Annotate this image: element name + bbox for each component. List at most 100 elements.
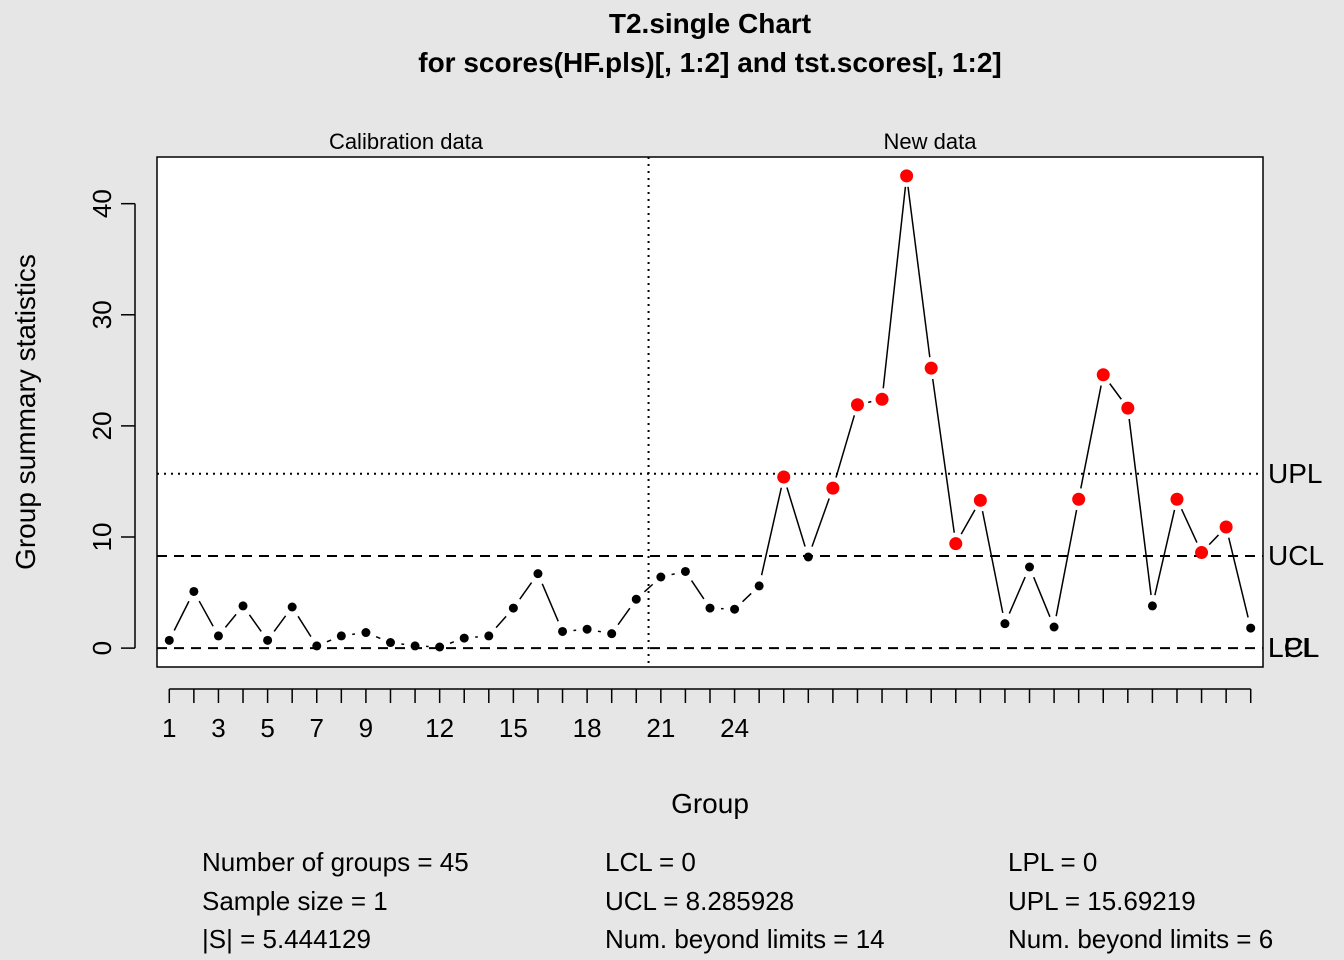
x-tick-label: 7 bbox=[310, 713, 324, 743]
x-tick-label: 24 bbox=[720, 713, 749, 743]
data-point bbox=[263, 635, 273, 645]
stat-lpl: LPL = 0 bbox=[1008, 847, 1097, 877]
stat-beyond-prediction-limits: Num. beyond limits = 6 bbox=[1008, 924, 1273, 954]
data-point bbox=[410, 641, 420, 651]
data-point bbox=[803, 552, 813, 562]
data-point-violation bbox=[826, 481, 840, 495]
y-tick-label: 20 bbox=[87, 411, 117, 440]
data-point bbox=[1049, 622, 1059, 632]
x-axis-label: Group bbox=[671, 788, 749, 819]
chart-subtitle: for scores(HF.pls)[, 1:2] and tst.scores… bbox=[418, 47, 1001, 78]
data-point bbox=[459, 633, 469, 643]
x-tick-label: 21 bbox=[646, 713, 675, 743]
data-point-violation bbox=[1195, 546, 1209, 560]
series-segment bbox=[1228, 537, 1249, 618]
data-point-violation bbox=[777, 470, 791, 484]
series-segment bbox=[173, 600, 190, 631]
stats-block: Number of groups = 45 Sample size = 1 |S… bbox=[202, 847, 1273, 954]
data-point-violation bbox=[900, 169, 914, 183]
stat-upl: UPL = 15.69219 bbox=[1008, 886, 1196, 916]
data-point bbox=[533, 569, 543, 579]
series-segment bbox=[495, 615, 507, 629]
data-point-violation bbox=[924, 361, 938, 375]
series-segment bbox=[297, 615, 312, 637]
data-point bbox=[287, 602, 297, 612]
section-label-new: New data bbox=[884, 129, 978, 154]
data-point-violation bbox=[1219, 520, 1233, 534]
x-tick-label: 9 bbox=[359, 713, 373, 743]
stat-sample-size: Sample size = 1 bbox=[202, 886, 388, 916]
x-tick-label: 5 bbox=[260, 713, 274, 743]
data-point-violation bbox=[1096, 368, 1110, 382]
series-segment bbox=[690, 580, 705, 600]
y-tick-label: 40 bbox=[87, 189, 117, 218]
limit-label-upl: UPL bbox=[1268, 458, 1322, 489]
data-point bbox=[730, 604, 740, 614]
series-segment bbox=[1055, 509, 1078, 617]
series-segment bbox=[1128, 418, 1152, 596]
data-point bbox=[361, 628, 371, 638]
series-segment bbox=[375, 636, 381, 640]
data-point bbox=[312, 641, 322, 651]
stat-ucl: UCL = 8.285928 bbox=[605, 886, 794, 916]
series-segment bbox=[811, 498, 830, 547]
data-point bbox=[631, 594, 641, 604]
series-segment bbox=[449, 641, 455, 644]
data-point bbox=[705, 603, 715, 613]
series-segment bbox=[1008, 576, 1026, 614]
data-point bbox=[558, 626, 568, 636]
data-point-violation bbox=[1072, 492, 1086, 506]
series-segment bbox=[981, 510, 1004, 614]
data-point bbox=[1246, 623, 1256, 633]
series-segment bbox=[541, 583, 559, 622]
x-tick-label: 3 bbox=[211, 713, 225, 743]
y-tick-label: 30 bbox=[87, 300, 117, 329]
series-segment bbox=[742, 592, 752, 603]
stat-number-of-groups: Number of groups = 45 bbox=[202, 847, 469, 877]
series-segment bbox=[519, 582, 533, 600]
y-axis-label: Group summary statistics bbox=[10, 254, 41, 570]
limit-label-lpl: LPL bbox=[1268, 632, 1318, 663]
series-segment bbox=[671, 573, 675, 576]
limit-label-ucl: UCL bbox=[1268, 540, 1324, 571]
plot-area bbox=[156, 156, 1264, 668]
series-segment bbox=[198, 600, 214, 627]
data-point bbox=[582, 624, 592, 634]
section-label-calibration: Calibration data bbox=[329, 129, 484, 154]
data-point-violation bbox=[1121, 401, 1135, 415]
series-segment bbox=[1109, 383, 1122, 400]
series-segment bbox=[326, 639, 332, 643]
data-point-violation bbox=[850, 398, 864, 412]
x-tick-label: 18 bbox=[573, 713, 602, 743]
data-point bbox=[656, 572, 666, 582]
data-point bbox=[164, 635, 174, 645]
series-segment bbox=[1080, 385, 1102, 489]
x-tick-label: 1 bbox=[162, 713, 176, 743]
y-tick-label: 10 bbox=[87, 523, 117, 552]
data-point bbox=[385, 638, 395, 648]
stat-beyond-control-limits: Num. beyond limits = 14 bbox=[605, 924, 885, 954]
data-point bbox=[238, 601, 248, 611]
data-point bbox=[607, 629, 617, 639]
chart-title: T2.single Chart bbox=[609, 8, 811, 39]
data-point-violation bbox=[973, 493, 987, 507]
data-point-violation bbox=[949, 537, 963, 551]
data-point bbox=[754, 581, 764, 591]
data-point bbox=[189, 586, 199, 596]
series-segment bbox=[1180, 508, 1198, 543]
stat-lcl: LCL = 0 bbox=[605, 847, 696, 877]
data-point bbox=[680, 566, 690, 576]
series-segment bbox=[882, 186, 907, 389]
series-segment bbox=[907, 186, 931, 358]
series-segment bbox=[1032, 576, 1051, 618]
data-point-violation bbox=[1170, 492, 1184, 506]
series-segment bbox=[1208, 534, 1220, 546]
data-point-violation bbox=[875, 392, 889, 406]
data-point bbox=[336, 631, 346, 641]
series-segment bbox=[868, 400, 872, 404]
x-tick-label: 15 bbox=[499, 713, 528, 743]
series-segment bbox=[960, 509, 976, 535]
data-point bbox=[1147, 601, 1157, 611]
